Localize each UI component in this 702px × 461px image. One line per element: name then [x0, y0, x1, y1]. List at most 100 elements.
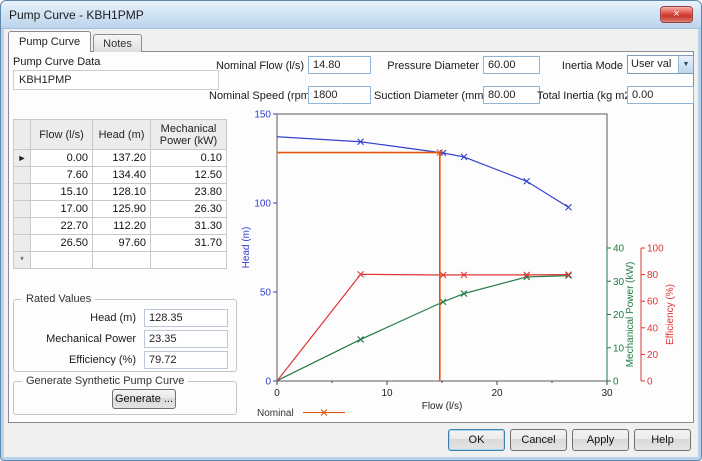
nominal-operating-lines [277, 151, 441, 381]
grid-cell[interactable]: 26.30 [150, 200, 227, 218]
pump-curve-grid: Flow (l/s) Head (m) Mechanical Power (kW… [13, 119, 227, 269]
svg-text:0: 0 [647, 377, 653, 388]
row-selector[interactable] [13, 217, 31, 235]
grid-cell[interactable]: 134.40 [92, 166, 151, 184]
svg-text:100: 100 [254, 199, 271, 210]
row-selector[interactable]: * [13, 251, 31, 269]
close-button[interactable]: × [660, 6, 693, 23]
generate-synthetic-title: Generate Synthetic Pump Curve [22, 375, 189, 387]
grid-row[interactable]: 17.00 125.90 26.30 [13, 200, 227, 218]
chevron-down-icon[interactable]: ▼ [678, 56, 693, 73]
column-header-head: Head (m) [92, 119, 151, 150]
cancel-button[interactable]: Cancel [510, 429, 567, 451]
inertia-mode-label: Inertia Mode [561, 60, 623, 72]
help-button[interactable]: Help [634, 429, 691, 451]
head-axis-label: Head (m) [241, 227, 252, 269]
grid-cell[interactable]: 31.30 [150, 217, 227, 235]
svg-text:20: 20 [491, 388, 503, 399]
total-inertia-label: Total Inertia (kg m2) [537, 90, 635, 102]
nominal-flow-label: Nominal Flow (l/s) [215, 60, 304, 72]
row-selector[interactable] [13, 183, 31, 201]
generate-button[interactable]: Generate ... [112, 389, 176, 409]
row-selector[interactable] [13, 234, 31, 252]
inertia-mode-dropdown[interactable]: User val ▼ [627, 55, 694, 74]
grid-row[interactable]: 26.50 97.60 31.70 [13, 234, 227, 252]
svg-text:80: 80 [647, 270, 659, 281]
x-axis-label: Flow (l/s) [422, 401, 463, 412]
efficiency-curve [276, 273, 569, 382]
nominal-speed-field[interactable]: 1800 [308, 86, 371, 104]
grid-cell[interactable]: 17.00 [30, 200, 93, 218]
grid-cell[interactable] [92, 251, 151, 269]
tabstrip: Pump Curve Notes [8, 31, 142, 52]
pump-grid-body: ► 0.00 137.20 0.10 7.60 134.40 12.50 15.10 128.1… [13, 149, 227, 269]
svg-text:10: 10 [613, 343, 625, 354]
grid-cell[interactable]: 0.10 [150, 149, 227, 167]
grid-cell[interactable]: 112.20 [92, 217, 151, 235]
svg-text:30: 30 [613, 277, 625, 288]
svg-text:50: 50 [260, 288, 272, 299]
rated-efficiency-label: Efficiency (%) [68, 354, 136, 366]
window-title: Pump Curve - KBH1PMP [9, 7, 144, 22]
svg-text:40: 40 [647, 323, 659, 334]
efficiency-axis-label: Efficiency (%) [665, 284, 676, 345]
grid-cell[interactable]: 125.90 [92, 200, 151, 218]
column-header-power: Mechanical Power (kW) [150, 119, 227, 150]
grid-cell[interactable]: 12.50 [150, 166, 227, 184]
row-selector[interactable]: ► [13, 149, 31, 167]
grid-cell[interactable]: 15.10 [30, 183, 93, 201]
ok-button[interactable]: OK [448, 429, 505, 451]
apply-button[interactable]: Apply [572, 429, 629, 451]
grid-row[interactable]: 7.60 134.40 12.50 [13, 166, 227, 184]
grid-cell[interactable]: 137.20 [92, 149, 151, 167]
suction-diameter-field[interactable]: 80.00 [483, 86, 540, 104]
nominal-legend-label: Nominal [257, 408, 294, 419]
rated-efficiency-value: 79.72 [144, 351, 228, 369]
grid-row[interactable]: * [13, 251, 227, 269]
footer-buttons: OK Cancel Apply Help [448, 429, 691, 451]
suction-diameter-label: Suction Diameter (mm) [374, 90, 488, 102]
rated-power-value: 23.35 [144, 330, 228, 348]
grid-row[interactable]: 22.70 112.20 31.30 [13, 217, 227, 235]
grid-cell[interactable]: 31.70 [150, 234, 227, 252]
svg-text:20: 20 [647, 350, 659, 361]
grid-row[interactable]: 15.10 128.10 23.80 [13, 183, 227, 201]
column-header-flow: Flow (l/s) [30, 119, 93, 150]
grid-cell[interactable]: 23.80 [150, 183, 227, 201]
svg-text:40: 40 [613, 244, 625, 255]
pump-id-field[interactable]: KBH1PMP [13, 70, 219, 90]
rated-values-title: Rated Values [22, 293, 96, 305]
svg-text:10: 10 [381, 388, 393, 399]
tab-pump-curve[interactable]: Pump Curve [8, 31, 92, 52]
pump-curve-chart: 0 50 100 150 Head (m) 0 10 20 30 Flow (l/s) 0 10 20 3… [241, 110, 676, 420]
inertia-mode-value: User val [631, 58, 672, 70]
power-axis-label: Mechanical Power (kW) [625, 262, 636, 368]
grid-cell[interactable]: 26.50 [30, 234, 93, 252]
grid-cell[interactable] [30, 251, 93, 269]
svg-text:0: 0 [613, 377, 619, 388]
grid-cell[interactable]: 22.70 [30, 217, 93, 235]
tab-notes[interactable]: Notes [93, 34, 142, 52]
grid-cell[interactable]: 97.60 [92, 234, 151, 252]
svg-text:150: 150 [254, 110, 271, 121]
row-selector[interactable] [13, 200, 31, 218]
titlebar[interactable]: Pump Curve - KBH1PMP × [1, 1, 701, 29]
nominal-speed-label: Nominal Speed (rpm) [209, 90, 314, 102]
dialog-body: Pump Curve Notes Pump Curve Data KBH1PMP… [4, 29, 698, 457]
grid-cell[interactable] [150, 251, 227, 269]
svg-text:20: 20 [613, 310, 625, 321]
svg-text:30: 30 [601, 388, 613, 399]
svg-text:0: 0 [274, 388, 280, 399]
rated-head-value: 128.35 [144, 309, 228, 327]
grid-row[interactable]: ► 0.00 137.20 0.10 [13, 149, 227, 167]
grid-cell[interactable]: 128.10 [92, 183, 151, 201]
row-selector[interactable] [13, 166, 31, 184]
grid-cell[interactable]: 0.00 [30, 149, 93, 167]
total-inertia-field[interactable]: 0.00 [627, 86, 694, 104]
nominal-flow-field[interactable]: 14.80 [308, 56, 371, 74]
head-curve [276, 136, 569, 208]
rated-values-group: Rated Values Head (m) 128.35 Mechanical … [13, 293, 237, 372]
grid-cell[interactable]: 7.60 [30, 166, 93, 184]
pressure-diameter-field[interactable]: 60.00 [483, 56, 540, 74]
